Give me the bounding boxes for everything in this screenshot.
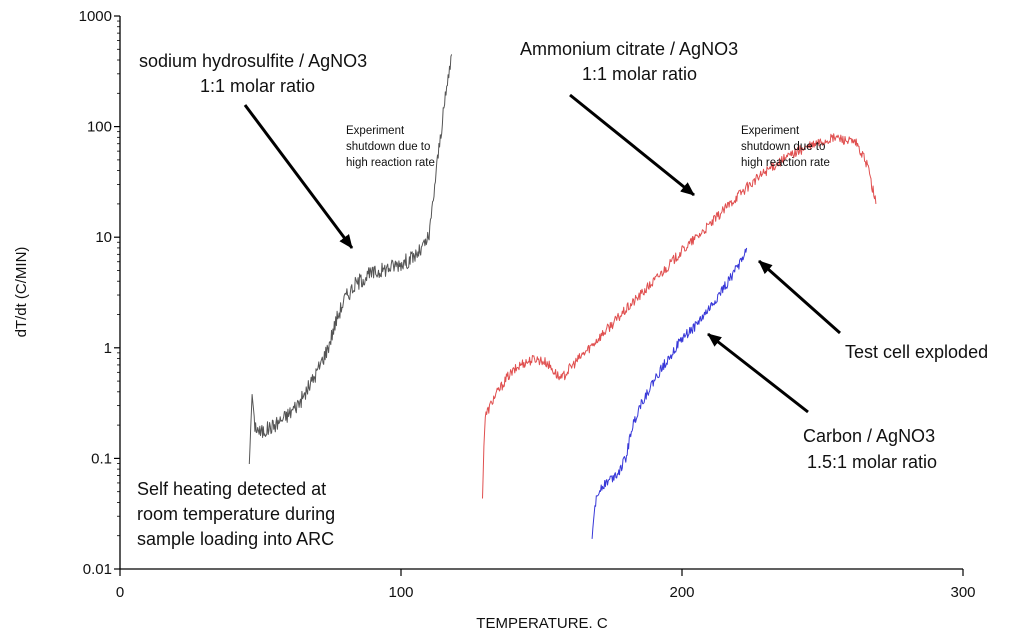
annotation-shutdown2-line2: shutdown due to xyxy=(741,141,825,153)
arrow-hydrosulfite xyxy=(243,104,354,249)
annotation-shutdown1-line2: shutdown due to xyxy=(346,141,430,153)
annotation-shutdown1-line1: Experiment xyxy=(346,125,405,137)
arrow-exploded xyxy=(758,259,841,335)
y-tick-label: 1 xyxy=(104,340,112,357)
annotation-self-heating-line1: Self heating detected at xyxy=(137,479,326,499)
series-line xyxy=(248,54,453,465)
x-tick-label: 200 xyxy=(669,584,694,601)
y-axis-title: dT/dt (C/MIN) xyxy=(13,247,30,338)
annotation-hydrosulfite-line1: sodium hydrosulfite / AgNO3 xyxy=(139,51,367,71)
annotation-carbon-line2: 1.5:1 molar ratio xyxy=(807,452,937,472)
ticks-layer xyxy=(114,15,964,576)
annotation-citrate-line2: 1:1 molar ratio xyxy=(582,64,697,84)
x-tick-label: 0 xyxy=(116,584,124,601)
x-axis-title: TEMPERATURE. C xyxy=(476,615,608,632)
annotation-shutdown2-line3: high reaction rate xyxy=(741,157,830,169)
y-tick-label: 10 xyxy=(95,229,112,246)
annotation-exploded: Test cell exploded xyxy=(845,342,988,362)
arrow-carbon xyxy=(707,332,809,414)
annotation-citrate-line1: Ammonium citrate / AgNO3 xyxy=(520,39,738,59)
y-tick-label: 0.01 xyxy=(83,561,112,578)
x-tick-label: 100 xyxy=(388,584,413,601)
annotation-shutdown1-line3: high reaction rate xyxy=(346,157,435,169)
y-tick-label: 1000 xyxy=(79,8,112,25)
y-tick-label: 0.1 xyxy=(91,450,112,467)
annotation-self-heating-line2: room temperature during xyxy=(137,504,335,524)
annotation-hydrosulfite-line2: 1:1 molar ratio xyxy=(200,76,315,96)
arrow-citrate xyxy=(569,93,695,197)
annotation-self-heating-line3: sample loading into ARC xyxy=(137,529,334,549)
series-layer xyxy=(248,54,877,539)
series-line xyxy=(482,133,877,499)
annotation-shutdown2-line1: Experiment xyxy=(741,125,800,137)
annotation-carbon-line1: Carbon / AgNO3 xyxy=(803,426,935,446)
series-line xyxy=(591,247,748,539)
y-tick-label: 100 xyxy=(87,119,112,136)
x-tick-label: 300 xyxy=(950,584,975,601)
tick-labels-layer: 0.01 0.1 1 10 100 1000 0 100 200 300 xyxy=(79,8,976,601)
